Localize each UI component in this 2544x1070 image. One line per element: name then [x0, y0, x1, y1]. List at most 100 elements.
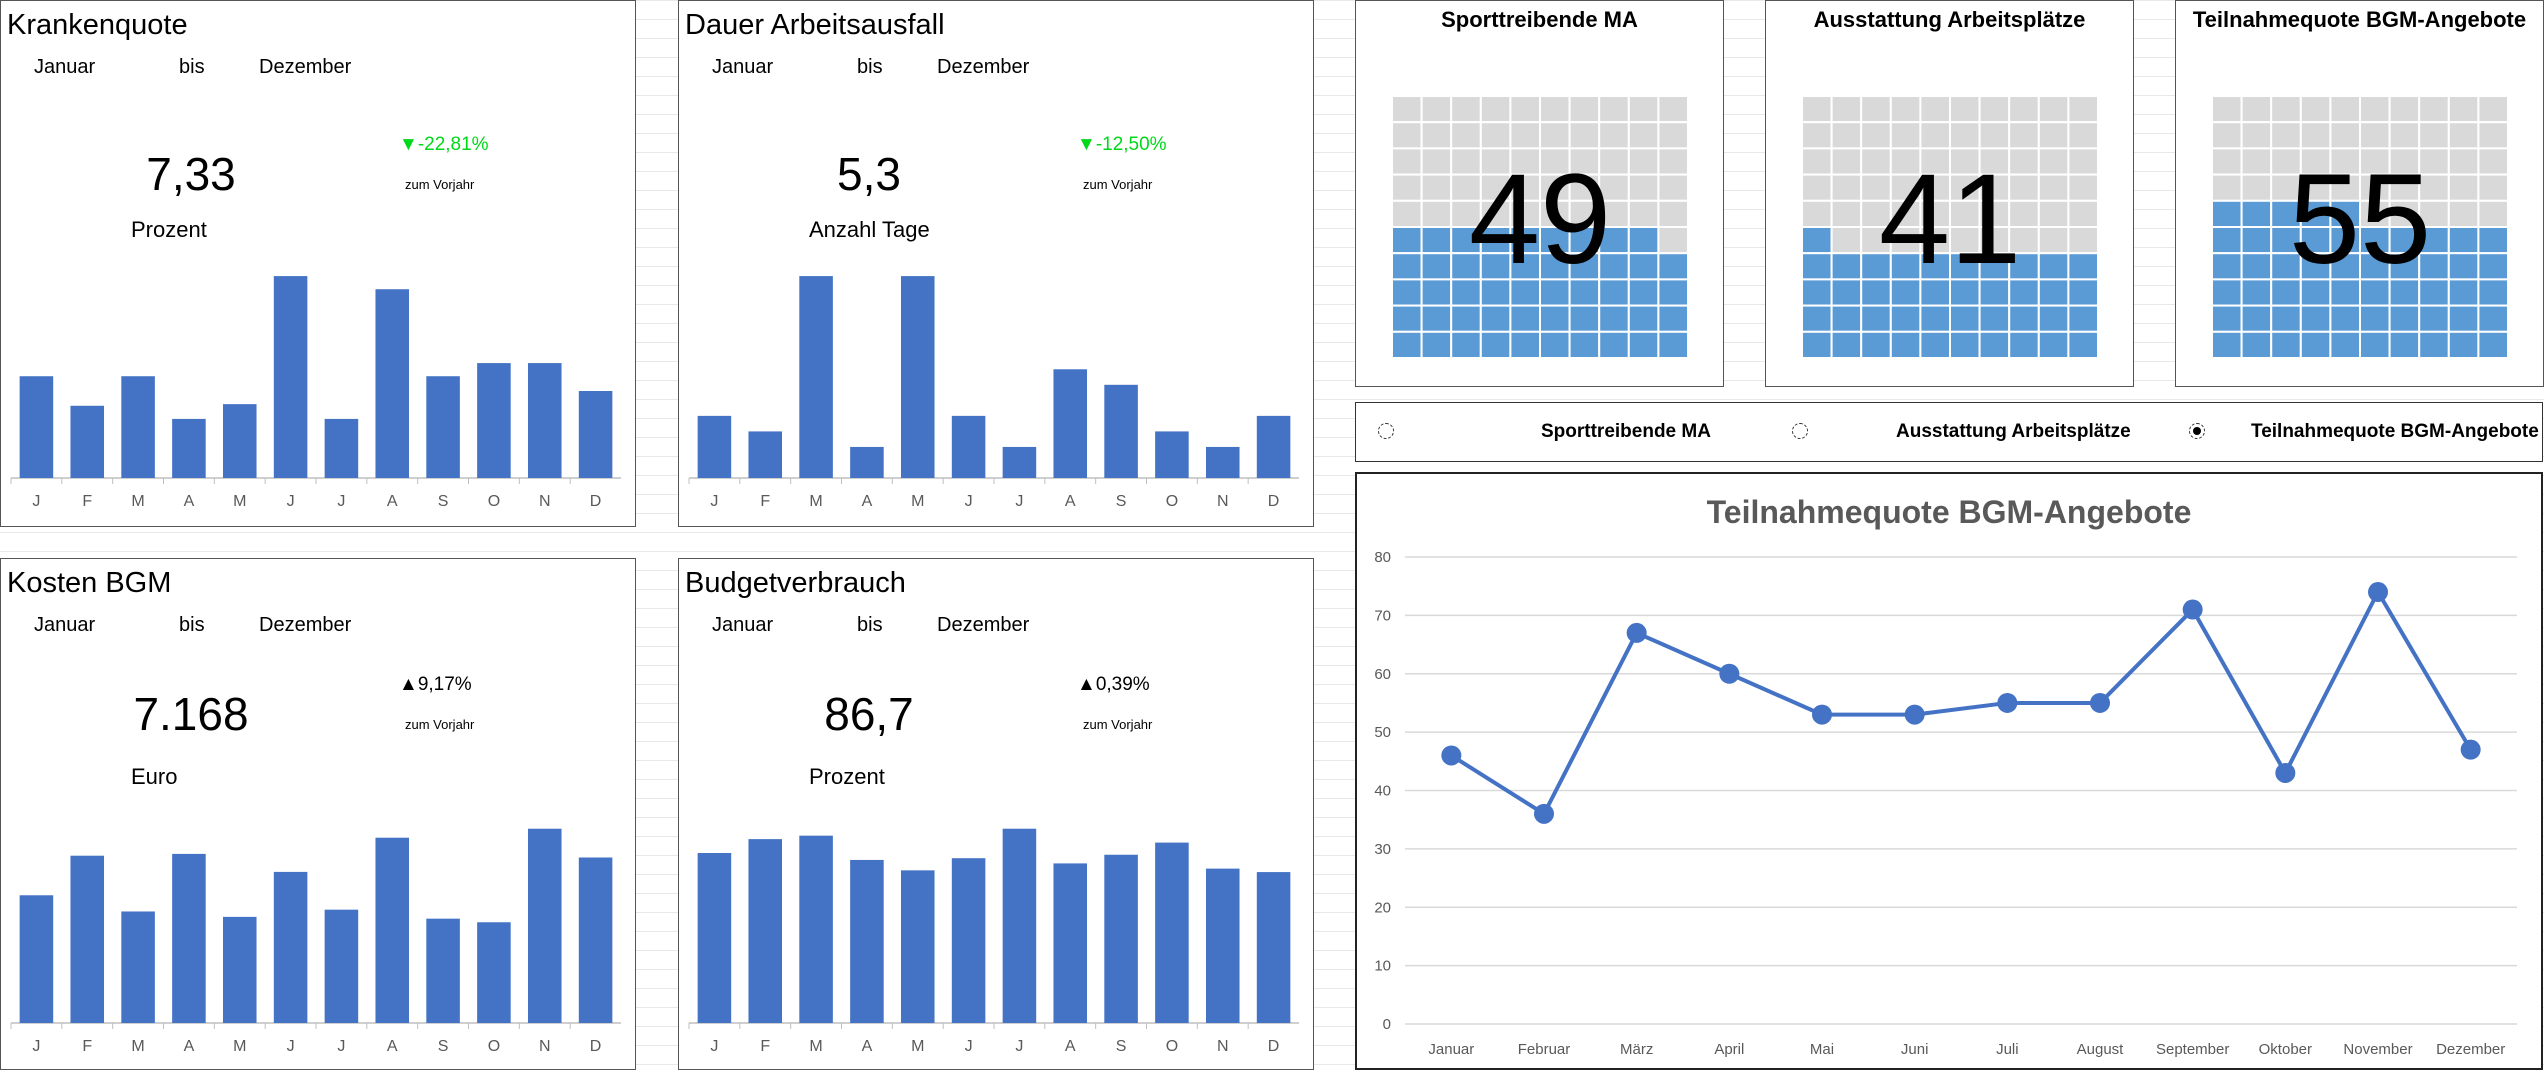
bar [1256, 872, 1291, 1023]
kpi-value: 86,7 [824, 688, 914, 740]
kpi-unit: Prozent [809, 764, 885, 789]
x-tick-label: J [32, 1038, 40, 1055]
bar [426, 918, 460, 1023]
waffle-cell-empty [1568, 173, 1601, 202]
x-tick-label: M [131, 1038, 144, 1055]
y-tick-label: 40 [1374, 783, 1391, 800]
waffle-cell-filled [2447, 278, 2480, 307]
waffle-cell-filled [1450, 304, 1482, 333]
waffle-cell-empty [2008, 199, 2040, 229]
radio-label-teilnahmequote[interactable]: Teilnahmequote BGM-Angebote [2251, 421, 2539, 442]
bar [1205, 446, 1240, 478]
x-tick-label: A [387, 493, 398, 510]
bar [799, 276, 833, 478]
waffle-cell-empty [1830, 121, 1863, 150]
kpi-title: Dauer Arbeitsausfall [685, 9, 945, 41]
kpi-panel-dauer-arbeitsausfall: Dauer Arbeitsausfall Januar bis Dezember 5,3… [678, 0, 1314, 527]
waffle-cell-filled [2270, 330, 2302, 358]
bar [324, 909, 359, 1023]
waffle-cell-empty [1568, 121, 1601, 150]
waffle-cell-filled [1392, 304, 1423, 333]
waffle-cell-filled [1598, 226, 1630, 255]
triangle-down-icon: ▼ [1077, 134, 1096, 155]
waffle-cell-empty [2359, 96, 2391, 124]
waffle-cell-empty [1509, 199, 1542, 229]
waffle-cell-empty [1568, 199, 1601, 229]
waffle-cell-empty [2329, 121, 2362, 150]
period-to[interactable]: Dezember [937, 614, 1030, 636]
data-point [1997, 692, 2018, 713]
x-tick-label: J [710, 1038, 718, 1055]
waffle-cell-filled [1978, 304, 2011, 333]
waffle-cell-empty [2067, 96, 2098, 124]
period-to[interactable]: Dezember [937, 56, 1030, 78]
radio-sporttreibende-ma[interactable] [1378, 423, 1394, 439]
bar [19, 376, 54, 478]
waffle-cell-empty [1889, 121, 1922, 150]
waffle-cell-empty [1919, 96, 1952, 124]
waffle-cell-empty [2418, 96, 2450, 124]
x-tick-label: D [1268, 493, 1280, 510]
kpi-delta: ▼-22,81% [399, 134, 489, 156]
line-chart: 0 10 20 30 40 50 60 70 80 Januar Februar März April M… [1374, 549, 2517, 1058]
x-tick-label: A [862, 493, 873, 510]
period-to[interactable]: Dezember [259, 56, 352, 78]
waffle-cell-filled [2067, 278, 2098, 307]
x-tick-label: A [387, 1038, 398, 1055]
radio-teilnahmequote[interactable] [2189, 423, 2205, 439]
waffle-cell-empty [1949, 173, 1981, 202]
period-from[interactable]: Januar [712, 56, 774, 78]
kpi-delta-note: zum Vorjahr [405, 177, 475, 192]
kpi-title: Kosten BGM [7, 567, 172, 599]
kpi-value: 7,33 [146, 148, 236, 200]
kpi-delta-value: -12,50% [1095, 134, 1167, 155]
y-tick-label: 70 [1374, 607, 1391, 624]
x-tick-label: Mai [1810, 1041, 1834, 1058]
waffle-cell-empty [2359, 199, 2391, 229]
waffle-cell-empty [1830, 226, 1863, 255]
bar [900, 276, 935, 478]
waffle-cell-filled [2008, 278, 2040, 307]
waffle-cell-filled [2299, 278, 2332, 307]
bar [273, 871, 308, 1023]
waffle-cell-filled [1539, 304, 1571, 333]
x-tick-label: September [2156, 1041, 2229, 1058]
waffle-cell-filled [2388, 278, 2421, 307]
x-tick-label: M [809, 493, 822, 510]
waffle-cell-empty [1450, 121, 1482, 150]
period-from[interactable]: Januar [712, 614, 774, 636]
bar [850, 446, 884, 478]
data-point [2182, 599, 2203, 620]
waffle-cell-empty [2447, 121, 2480, 150]
x-tick-label: N [1217, 493, 1229, 510]
radio-label-sporttreibende-ma[interactable]: Sporttreibende MA [1541, 421, 1711, 442]
waffle-cell-filled [2067, 330, 2098, 358]
y-tick-label: 30 [1374, 841, 1391, 858]
y-tick-label: 10 [1374, 958, 1391, 975]
x-tick-label: Februar [1518, 1041, 1571, 1058]
x-tick-label: J [965, 493, 973, 510]
waffle-cell-empty [1889, 199, 1922, 229]
data-point [1441, 745, 1462, 766]
waffle-cell-filled [2447, 252, 2480, 281]
gauge-value: 49 [1468, 148, 1612, 291]
waffle-cell-empty [2477, 121, 2508, 150]
x-tick-label: A [1065, 493, 1076, 510]
bar [273, 276, 308, 478]
period-from[interactable]: Januar [34, 614, 96, 636]
x-tick-label: April [1714, 1041, 1744, 1058]
waffle-cell-empty [2240, 173, 2273, 202]
bar [375, 837, 410, 1023]
waffle-cell-filled [1949, 304, 1981, 333]
radio-label-ausstattung-arbeitsplaetze[interactable]: Ausstattung Arbeitsplätze [1896, 421, 2131, 442]
bar [121, 376, 155, 478]
radio-ausstattung-arbeitsplaetze[interactable] [1792, 423, 1808, 439]
bar [70, 855, 105, 1023]
waffle-cell-empty [1657, 226, 1688, 255]
x-tick-label: M [911, 1038, 924, 1055]
bar [850, 859, 884, 1023]
waffle-cell-filled [1889, 304, 1922, 333]
period-from[interactable]: Januar [34, 56, 96, 78]
period-to[interactable]: Dezember [259, 614, 352, 636]
waffle-cell-empty [1598, 121, 1630, 150]
